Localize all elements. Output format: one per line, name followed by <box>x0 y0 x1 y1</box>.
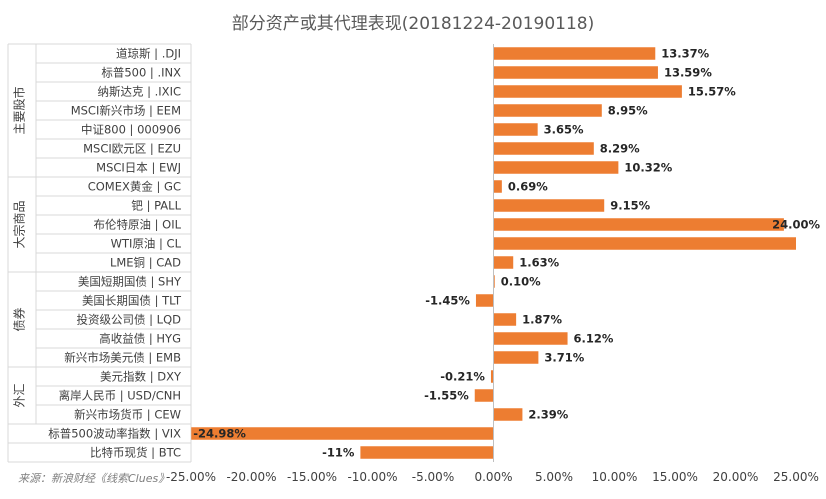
x-axis-tick-labels: -25.00% -20.00% -15.00% -10.00% -5.00% 0.00% 5… <box>166 470 819 484</box>
data-label-7: 0.69% <box>508 180 548 194</box>
x-tick-label-7: 10.00% <box>592 470 638 484</box>
category-label-17: 美元指数 | DXY <box>100 370 182 384</box>
data-label-8: 9.15% <box>610 199 650 213</box>
category-grid <box>7 43 192 463</box>
data-label-17: -0.21% <box>440 370 485 384</box>
bar-7 <box>493 180 502 193</box>
x-tick-label-8: 15.00% <box>652 470 698 484</box>
bar-series <box>191 47 796 459</box>
group-label-2: 债券 <box>12 307 27 331</box>
category-label-20: 标普500波动率指数 | VIX <box>48 427 181 441</box>
data-label-4: 3.65% <box>544 123 584 137</box>
category-label-13: 美国长期国债 | TLT <box>82 294 182 308</box>
x-tick-label-2: -15.00% <box>287 470 337 484</box>
category-label-18: 离岸人民币 | USD/CNH <box>59 389 181 403</box>
data-label-13: -1.45% <box>425 294 470 308</box>
category-label-14: 投资级公司债 | LQD <box>77 313 182 327</box>
category-label-19: 新兴市场货币 | CEW <box>74 408 181 422</box>
category-label-9: 布伦特原油 | OIL <box>93 218 181 232</box>
data-label-21: -11% <box>322 446 355 460</box>
bar-10 <box>493 237 796 250</box>
x-tick-label-0: -25.00% <box>166 470 216 484</box>
category-label-0: 道琼斯 | .DJI <box>116 47 181 61</box>
bar-11 <box>493 256 514 269</box>
x-tick-label-10: 25.00% <box>773 470 819 484</box>
data-label-5: 8.29% <box>600 142 640 156</box>
bar-14 <box>493 313 517 326</box>
category-label-1: 标普500 | .INX <box>101 66 181 80</box>
category-label-6: MSCI日本 | EWJ <box>96 161 181 175</box>
data-label-9: 24.00% <box>772 218 820 232</box>
category-label-8: 钯 | PALL <box>131 199 181 213</box>
bar-17 <box>490 370 494 383</box>
x-tick-label-6: 5.00% <box>535 470 573 484</box>
category-label-11: LME铜 | CAD <box>110 256 181 270</box>
data-label-11: 1.63% <box>519 256 559 270</box>
data-label-2: 15.57% <box>688 85 736 99</box>
data-label-18: -1.55% <box>424 389 469 403</box>
x-tick-label-4: -5.00% <box>412 470 454 484</box>
bar-20 <box>191 427 494 440</box>
category-label-21: 比特币现货 | BTC <box>90 446 181 460</box>
bar-18 <box>474 389 494 402</box>
data-label-1: 13.59% <box>664 66 712 80</box>
x-tick-label-1: -20.00% <box>226 470 276 484</box>
bar-2 <box>493 85 682 98</box>
category-label-7: COMEX黄金 | GC <box>88 180 181 194</box>
bar-0 <box>493 47 656 60</box>
bar-5 <box>493 142 594 155</box>
bar-9 <box>493 218 784 231</box>
category-label-15: 高收益债 | HYG <box>99 332 181 346</box>
data-label-16: 3.71% <box>544 351 584 365</box>
data-label-0: 13.37% <box>661 47 709 61</box>
data-label-15: 6.12% <box>574 332 614 346</box>
bar-4 <box>493 123 538 136</box>
category-label-4: 中证800 | 000906 <box>81 123 181 137</box>
bar-3 <box>493 104 602 117</box>
bar-1 <box>493 66 658 79</box>
bar-13 <box>475 294 494 307</box>
bar-19 <box>493 408 523 421</box>
source-note: 来源：新浪财经《线索Clues》 <box>18 472 169 485</box>
data-label-20: -24.98% <box>193 427 246 441</box>
category-label-12: 美国短期国债 | SHY <box>78 275 182 289</box>
data-label-3: 8.95% <box>608 104 648 118</box>
data-labels: 13.37% 13.59% 15.57% 8.95% 3.65% 8.29% 10.32% 0… <box>193 47 820 460</box>
x-tick-label-9: 20.00% <box>713 470 759 484</box>
x-tick-label-3: -10.00% <box>347 470 397 484</box>
data-label-6: 10.32% <box>624 161 672 175</box>
bar-12 <box>493 275 495 288</box>
group-label-1: 大宗商品 <box>12 200 27 248</box>
category-label-2: 纳斯达克 | .IXIC <box>97 85 181 99</box>
category-labels: 道琼斯 | .DJI 标普500 | .INX 纳斯达克 | .IXIC MSCI新兴… <box>48 47 182 460</box>
x-tick-label-5: 0.00% <box>474 470 512 484</box>
bar-8 <box>493 199 605 212</box>
bar-6 <box>493 161 619 174</box>
chart-title: 部分资产或其代理表现(20181224-20190118) <box>232 14 594 34</box>
category-label-3: MSCI新兴市场 | EEM <box>71 104 181 118</box>
bar-21 <box>360 446 494 459</box>
data-label-12: 0.10% <box>501 275 541 289</box>
bar-16 <box>493 351 539 364</box>
bar-15 <box>493 332 568 345</box>
category-label-10: WTI原油 | CL <box>111 237 182 251</box>
group-label-3: 外汇 <box>13 383 27 407</box>
data-label-19: 2.39% <box>528 408 568 422</box>
data-label-14: 1.87% <box>522 313 562 327</box>
group-label-0: 主要股市 <box>12 86 27 134</box>
category-label-5: MSCI欧元区 | EZU <box>83 142 181 156</box>
category-label-16: 新兴市场美元债 | EMB <box>64 351 181 365</box>
